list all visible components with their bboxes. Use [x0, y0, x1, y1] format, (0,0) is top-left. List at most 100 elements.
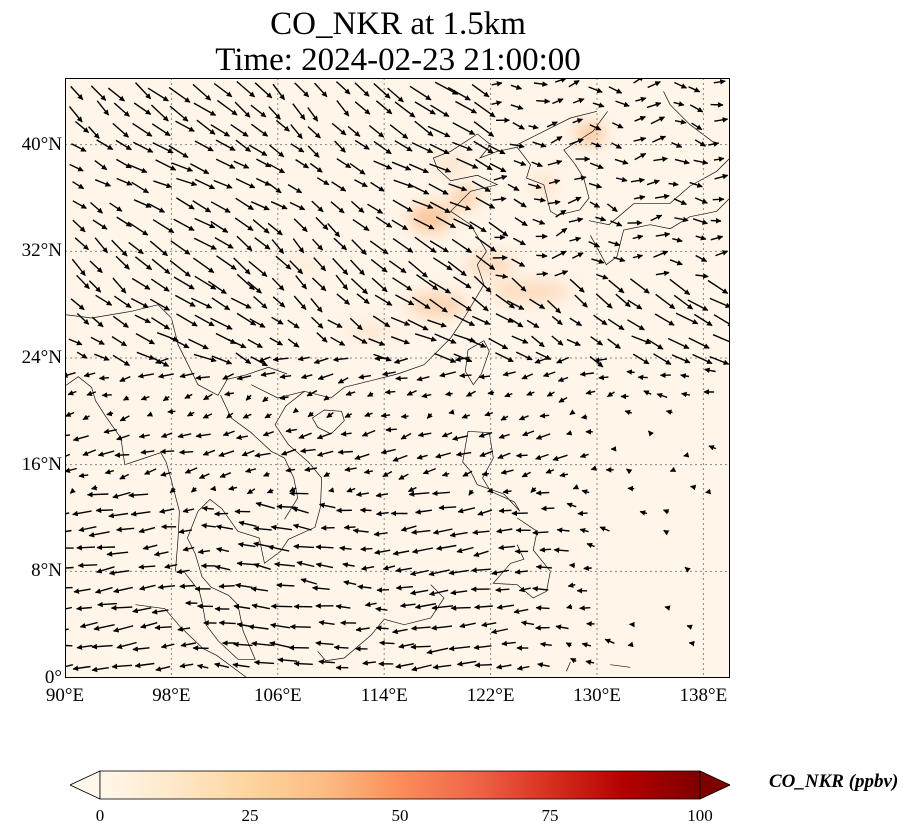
- wind-arrow: [78, 526, 97, 533]
- wind-arrow: [507, 183, 520, 192]
- wind-arrow: [269, 337, 283, 346]
- wind-arrow: [552, 98, 564, 105]
- wind-arrow: [550, 135, 563, 144]
- wind-arrow: [266, 488, 274, 494]
- wind-arrow: [292, 523, 312, 531]
- wind-arrow: [407, 486, 417, 493]
- wind-arrow: [411, 296, 431, 310]
- wind-arrow: [394, 101, 416, 118]
- wind-arrow: [551, 335, 564, 346]
- wind-arrow: [412, 199, 434, 209]
- wind-arrow: [306, 389, 318, 397]
- wind-arrow: [392, 628, 408, 635]
- wind-arrow: [93, 624, 115, 631]
- wind-arrow: [179, 583, 196, 589]
- wind-arrow: [169, 487, 176, 494]
- wind-arrow: [289, 201, 306, 211]
- wind-arrow: [354, 139, 370, 150]
- wind-arrow: [112, 277, 127, 294]
- wind-arrow: [76, 644, 93, 650]
- wind-arrow: [607, 338, 621, 349]
- wind-arrow: [191, 297, 213, 309]
- wind-arrow: [545, 468, 555, 474]
- wind-arrow: [179, 372, 195, 379]
- wind-arrow: [144, 468, 157, 475]
- wind-arrow: [515, 452, 528, 459]
- wind-arrow: [194, 275, 217, 290]
- wind-arrow: [218, 583, 235, 590]
- wind-arrow: [472, 315, 491, 325]
- wind-arrow: [160, 448, 175, 455]
- wind-arrow: [90, 201, 103, 214]
- wind-arrow: [336, 158, 352, 169]
- wind-arrow: [426, 412, 433, 419]
- wind-arrow: [194, 178, 216, 190]
- wind-arrow: [509, 317, 524, 328]
- wind-arrow: [226, 412, 234, 419]
- wind-arrow: [491, 81, 503, 87]
- wind-arrow: [248, 260, 268, 277]
- wind-arrow: [384, 389, 396, 395]
- wind-arrow: [97, 450, 115, 457]
- wind-arrow: [400, 413, 409, 420]
- wind-arrow: [333, 237, 347, 251]
- wind-arrow: [376, 587, 390, 593]
- wind-arrow: [610, 220, 623, 227]
- wind-arrow: [491, 100, 503, 106]
- wind-arrow: [671, 354, 691, 364]
- wind-arrow: [195, 432, 211, 439]
- wind-arrow: [354, 453, 370, 460]
- wind-arrow: [633, 194, 646, 201]
- wind-arrow: [327, 319, 343, 329]
- wind-arrow: [233, 603, 251, 610]
- wind-arrow: [448, 183, 468, 192]
- wind-arrow: [336, 293, 350, 305]
- wind-arrow: [448, 409, 455, 415]
- wind-arrow: [197, 548, 210, 555]
- wind-arrow: [588, 240, 601, 248]
- wind-arrow: [506, 300, 525, 311]
- wind-arrow: [109, 202, 123, 212]
- wind-arrow: [395, 567, 412, 573]
- wind-arrow: [583, 565, 592, 571]
- wind-arrow: [536, 271, 549, 277]
- wind-arrow: [390, 336, 410, 345]
- wind-arrow: [358, 374, 372, 380]
- wind-arrow: [69, 163, 84, 172]
- wind-arrow: [65, 372, 76, 378]
- wind-arrow: [339, 545, 352, 552]
- wind-arrow: [253, 295, 268, 309]
- wind-arrow: [392, 238, 414, 253]
- wind-arrow: [577, 510, 588, 517]
- wind-arrow: [236, 312, 257, 326]
- wind-arrow: [214, 510, 229, 517]
- wind-arrow: [349, 163, 366, 175]
- wind-arrow: [335, 81, 351, 95]
- wind-arrow: [349, 259, 365, 276]
- wind-arrow: [151, 123, 171, 137]
- wind-arrow: [311, 238, 324, 251]
- wind-arrow: [276, 582, 295, 589]
- wind-arrow: [72, 181, 85, 190]
- wind-arrow: [91, 316, 104, 328]
- wind-arrow: [153, 180, 173, 189]
- wind-arrow: [300, 447, 316, 454]
- wind-arrow: [238, 520, 257, 527]
- wind-arrow: [309, 162, 323, 173]
- wind-arrow: [542, 371, 556, 378]
- wind-arrow: [495, 273, 509, 280]
- wind-arrow: [473, 101, 496, 118]
- wind-arrow: [193, 353, 217, 363]
- wind-arrow: [157, 584, 175, 590]
- wind-arrow: [559, 472, 569, 478]
- wind-arrow: [274, 561, 295, 568]
- wind-arrow: [373, 531, 388, 537]
- wind-arrow: [653, 353, 672, 365]
- wind-arrow: [368, 124, 385, 138]
- wind-arrow: [533, 197, 546, 203]
- wind-arrow: [410, 644, 431, 650]
- wind-arrow: [501, 640, 516, 647]
- wind-arrow: [171, 162, 194, 172]
- wind-arrow: [255, 177, 271, 186]
- wind-arrow: [215, 524, 234, 530]
